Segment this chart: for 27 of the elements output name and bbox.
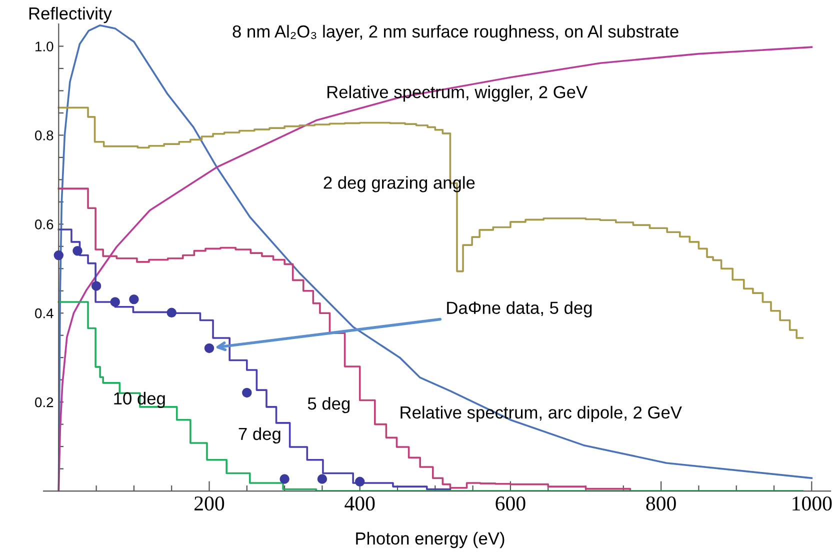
point bbox=[110, 297, 120, 307]
point bbox=[242, 388, 252, 398]
x-tick-label: 600 bbox=[496, 496, 526, 511]
x-tick-label: 200 bbox=[194, 496, 224, 511]
y-tick-label: 0.8 bbox=[35, 130, 54, 140]
point bbox=[129, 294, 139, 304]
point bbox=[317, 474, 328, 484]
point bbox=[54, 250, 64, 260]
x-tick-label: 400 bbox=[344, 496, 375, 511]
annotation: DaΦne data, 5 deg bbox=[447, 301, 592, 318]
point bbox=[166, 308, 176, 318]
point bbox=[204, 343, 214, 354]
y-tick-label: 0.2 bbox=[35, 397, 54, 408]
point bbox=[354, 476, 365, 487]
point bbox=[280, 474, 290, 484]
y-axis-title: Reflectivity bbox=[29, 6, 112, 24]
x-tick-label: 800 bbox=[646, 496, 676, 511]
y-tick-label: 1.0 bbox=[36, 42, 54, 52]
y-tick-label: 0.4 bbox=[35, 308, 54, 318]
point bbox=[72, 246, 82, 256]
series-label: 7 deg bbox=[238, 427, 280, 444]
x-tick-label: 1000 bbox=[792, 496, 832, 511]
point bbox=[91, 281, 102, 291]
series-label: 5 deg bbox=[308, 396, 350, 414]
chart-title: 8 nm Al₂O₃ layer, 2 nm surface roughness, on Al substrate bbox=[232, 24, 678, 42]
y-tick-label: 0.6 bbox=[35, 219, 54, 230]
x-axis-title: Photon energy (eV) bbox=[356, 532, 504, 548]
